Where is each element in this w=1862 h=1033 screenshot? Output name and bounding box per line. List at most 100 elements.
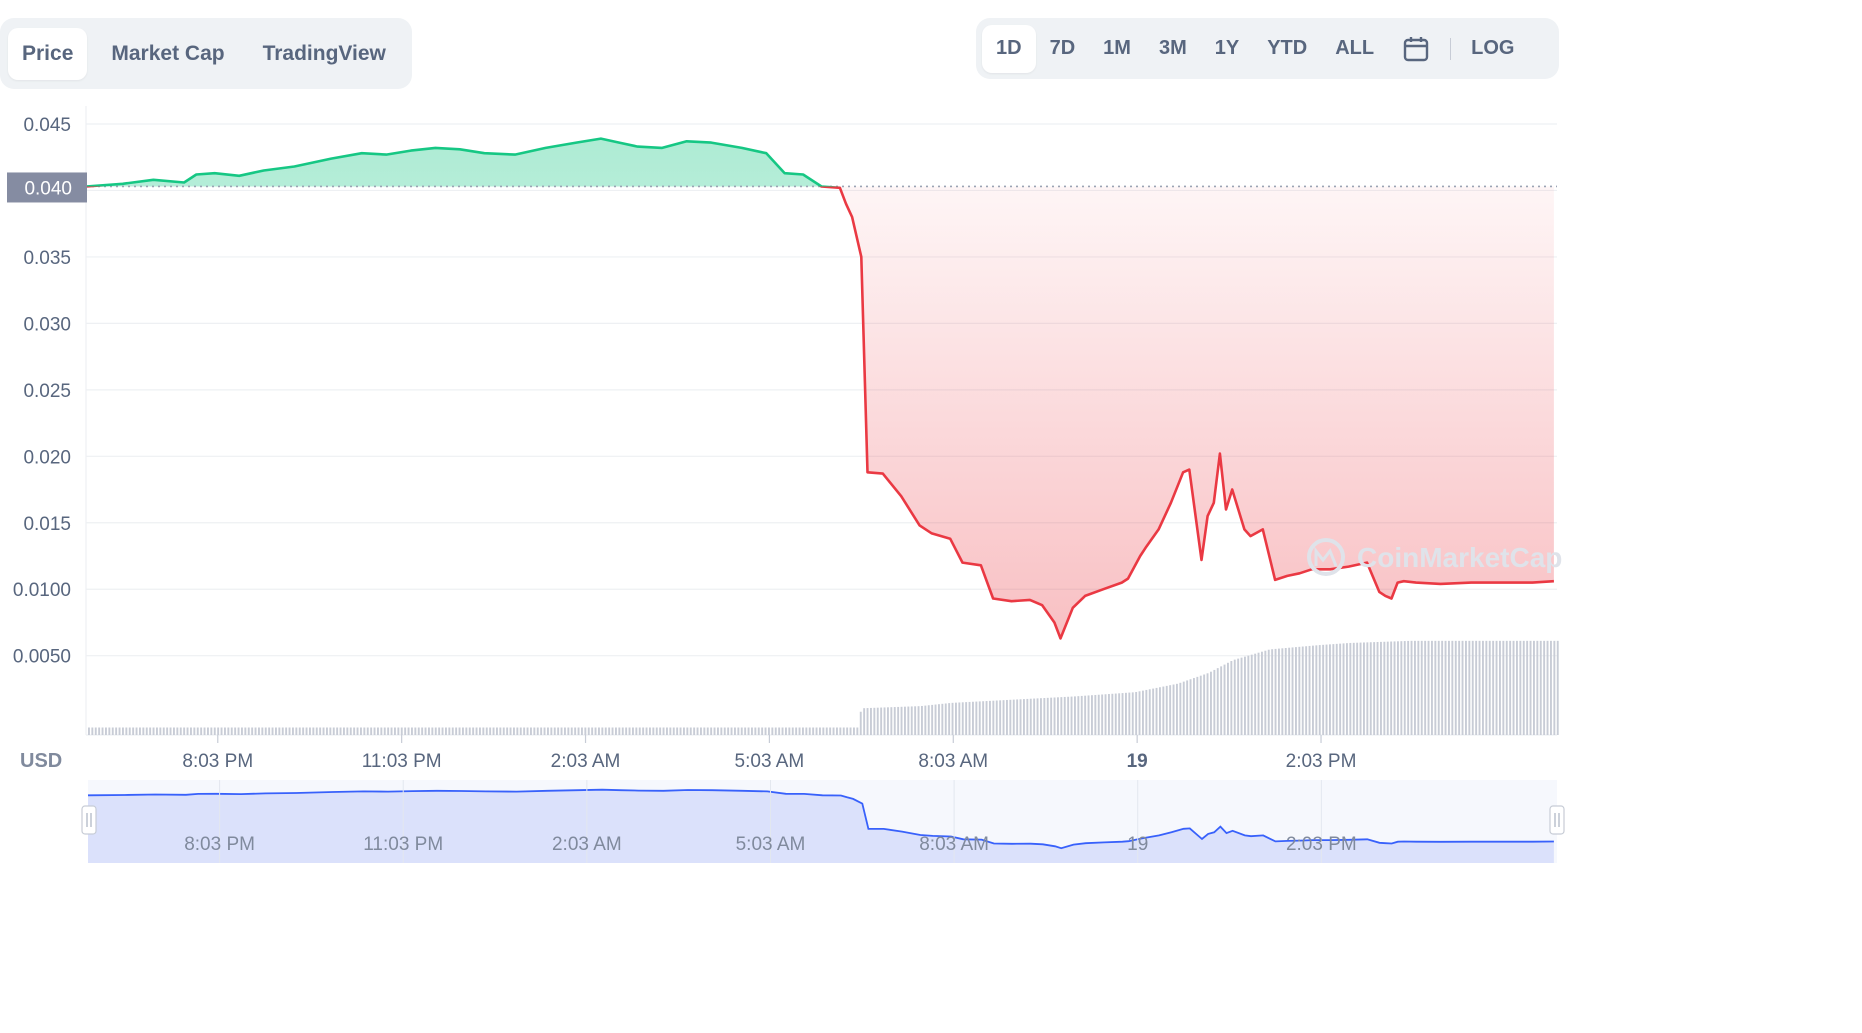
volume-bar [1471, 640, 1474, 735]
volume-bar [135, 727, 138, 735]
volume-bar [448, 727, 451, 735]
volume-bar [1019, 699, 1022, 735]
range-ytd[interactable]: YTD [1267, 37, 1308, 59]
volume-bar [1043, 698, 1046, 735]
volume-bar [581, 727, 583, 735]
volume-bar [1475, 640, 1478, 735]
volume-bar [356, 727, 359, 735]
volume-bar [679, 727, 682, 735]
volume-bar [1444, 640, 1447, 735]
volume-bar [244, 727, 247, 735]
volume-bar [1155, 687, 1158, 735]
volume-bar [1063, 696, 1066, 735]
volume-bar [513, 727, 515, 735]
volume-bar [778, 727, 781, 735]
volume-bar [1295, 647, 1297, 735]
volume-bar [506, 727, 509, 735]
volume-bar [1148, 689, 1151, 735]
volume-bar [366, 727, 369, 735]
volume-bar [632, 727, 634, 735]
volume-bar [866, 708, 869, 735]
volume-bar [315, 727, 318, 735]
volume-bar [424, 727, 427, 735]
volume-bar [965, 702, 968, 735]
log-toggle[interactable]: LOG [1471, 37, 1515, 59]
navigator-right-handle[interactable] [1549, 805, 1565, 835]
price-line-down [85, 186, 1554, 640]
volume-bar [237, 727, 240, 735]
volume-bar [1261, 651, 1263, 735]
volume-bar [543, 727, 546, 735]
volume-bar [846, 727, 849, 735]
volume-bar [1193, 678, 1195, 735]
volume-bar [339, 727, 342, 735]
volume-bar [275, 727, 277, 735]
time-navigator[interactable]: 8:03 PM 11:03 PM 2:03 AM 5:03 AM 8:03 AM 19 2:… [81, 780, 1565, 863]
volume-bar [785, 727, 787, 735]
volume-bar [281, 727, 284, 735]
range-1m[interactable]: 1M [1103, 37, 1131, 59]
volume-bar [849, 727, 852, 735]
navigator-left-handle[interactable] [81, 805, 97, 835]
y-tick-label: 0.035 [23, 248, 71, 269]
navigator-tick-label: 5:03 AM [736, 834, 806, 855]
volume-bar [880, 707, 883, 735]
volume-bar [1312, 645, 1314, 735]
volume-bar [479, 727, 481, 735]
volume-bar [754, 727, 757, 735]
volume-bar [853, 727, 855, 735]
volume-bar [1135, 691, 1138, 735]
volume-bar [1121, 693, 1124, 735]
volume-bar [662, 727, 665, 735]
volume-bar [1427, 640, 1430, 735]
tab-market-cap[interactable]: Market Cap [111, 41, 225, 65]
volume-bar [870, 707, 872, 735]
volume-bar [1305, 646, 1308, 735]
volume-bar [241, 727, 243, 735]
volume-bar [652, 727, 655, 735]
range-all[interactable]: ALL [1335, 37, 1375, 59]
range-3m[interactable]: 3M [1158, 37, 1187, 59]
volume-bar [516, 727, 519, 735]
volume-bar [1223, 664, 1226, 735]
tab-tradingview[interactable]: TradingView [262, 41, 386, 65]
volume-bar [1111, 693, 1114, 735]
volume-bar [540, 727, 543, 735]
range-1y[interactable]: 1Y [1214, 37, 1240, 59]
volume-bar [1220, 666, 1223, 735]
volume-bar [210, 727, 213, 735]
volume-bar [655, 727, 658, 735]
volume-bar [1536, 640, 1539, 735]
calendar-icon[interactable] [1388, 25, 1444, 73]
volume-bar [587, 727, 590, 735]
volume-bar [768, 727, 770, 735]
volume-bar [985, 701, 988, 735]
volume-bar [472, 727, 475, 735]
tab-price[interactable]: Price [8, 27, 88, 80]
volume-bar [893, 707, 896, 735]
volume-bar [1145, 689, 1148, 735]
volume-bar [1376, 642, 1379, 735]
volume-bar [1278, 648, 1280, 735]
volume-bar [363, 727, 366, 735]
volume-bar [1485, 640, 1488, 735]
volume-bar [1349, 642, 1352, 735]
volume-bar [1050, 697, 1053, 735]
volume-bar [1247, 655, 1250, 735]
volume-bar [740, 727, 743, 735]
area-below-reference [86, 186, 1554, 639]
volume-bar [608, 727, 611, 735]
price-lines [85, 137, 1554, 640]
volume-bar [295, 727, 298, 735]
x-axis: 8:03 PM 11:03 PM 2:03 AM 5:03 AM 8:03 AM 19 2:… [182, 735, 1356, 772]
watermark-text: CoinMarketCap [1357, 542, 1562, 573]
range-1d[interactable]: 1D [982, 24, 1036, 73]
volume-bar [666, 727, 668, 735]
volume-bar [404, 727, 407, 735]
volume-bar [604, 727, 607, 735]
volume-bar [1380, 641, 1382, 735]
volume-bar [1216, 668, 1219, 735]
volume-bar [1179, 682, 1182, 735]
volume-bar [462, 727, 464, 735]
range-7d[interactable]: 7D [1049, 37, 1076, 59]
